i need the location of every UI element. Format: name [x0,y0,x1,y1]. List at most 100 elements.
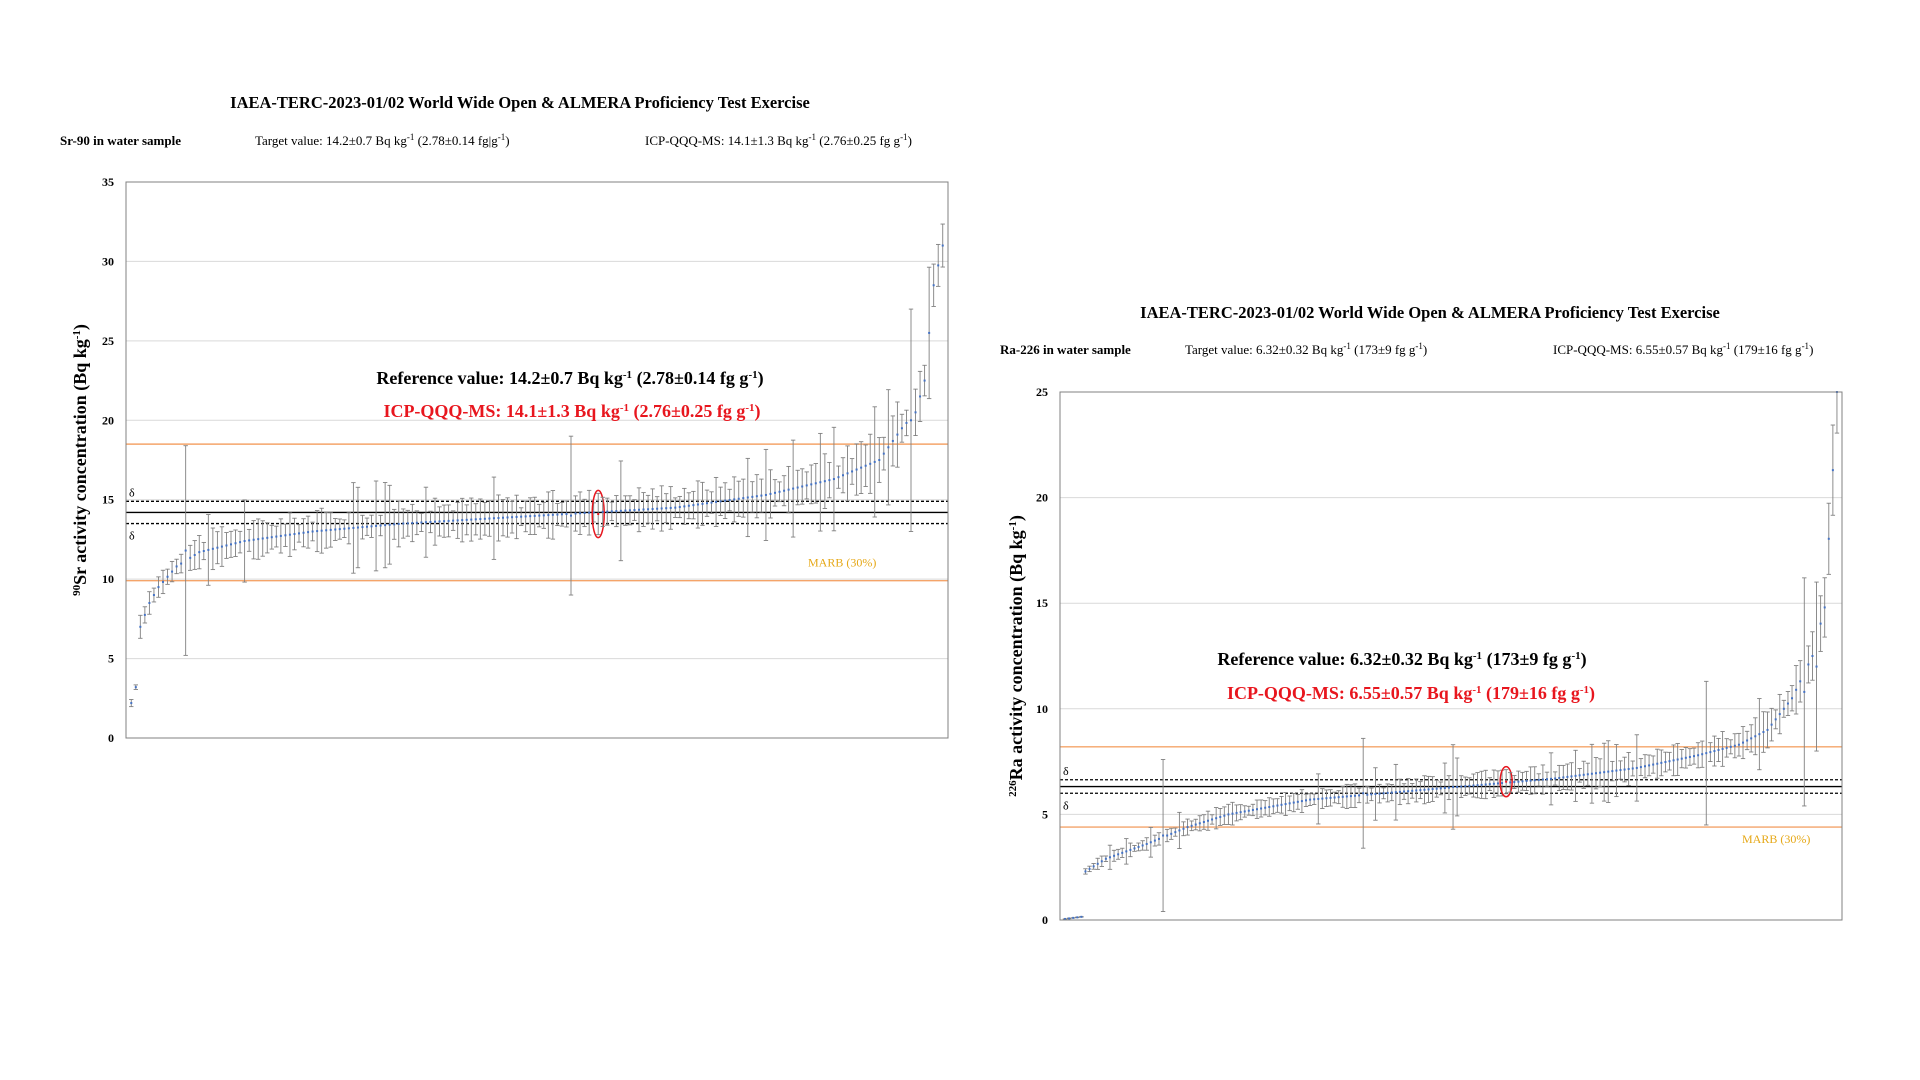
data-point [781,475,787,507]
data-point [1618,760,1623,780]
data-point [355,486,361,569]
data-point [1577,768,1582,783]
chart-title: IAEA-TERC-2023-01/02 World Wide Open & A… [230,93,810,112]
point-marker [1166,834,1169,837]
point-marker [715,500,718,503]
point-marker [1688,755,1691,758]
data-point [387,484,392,565]
data-point [1381,787,1386,800]
point-marker [1513,781,1516,784]
point-marker [1108,856,1111,859]
point-marker [1137,845,1140,848]
point-marker [483,517,486,520]
point-marker [1178,829,1181,832]
point-marker [220,545,223,548]
data-point [940,223,945,268]
point-marker [1562,776,1565,779]
data-point [1830,424,1836,516]
point-marker [1452,785,1455,788]
point-marker [361,526,364,529]
data-point [287,512,293,557]
data-point [1287,795,1292,812]
data-point [296,524,302,543]
data-point [246,528,252,552]
data-point [813,463,818,504]
point-marker [488,517,491,520]
point-marker [1815,665,1818,668]
data-point [1177,811,1182,849]
point-marker [402,522,405,525]
data-point [1095,857,1100,870]
data-point [609,501,614,522]
icp-value-label: ICP-QQQ-MS: 6.55±0.57 Bq kg-1 (179±16 fg… [1553,341,1813,357]
data-point [1761,711,1766,753]
point-marker [1827,537,1830,540]
data-point [627,495,633,526]
point-marker [524,515,527,518]
point-marker [1541,778,1544,781]
point-marker [1488,783,1491,786]
data-point [772,479,778,507]
point-marker [1492,782,1495,785]
data-point [1491,769,1497,798]
data-point [786,465,791,514]
data-point [518,507,524,526]
point-marker [533,514,536,517]
data-point [197,535,202,570]
point-marker [1607,770,1610,773]
data-point [1585,762,1591,786]
y-tick-label: 5 [108,652,114,666]
y-tick-label: 25 [1036,385,1048,399]
point-marker [1554,777,1557,780]
point-marker [1664,761,1667,764]
point-marker [325,529,328,532]
data-point [1193,818,1198,831]
data-point [1495,770,1501,797]
point-marker [180,562,183,565]
data-point [1716,737,1721,762]
data-point [1205,810,1211,831]
data-point [314,510,320,553]
point-marker [1206,819,1209,822]
data-point [1136,842,1141,852]
data-point [922,364,927,397]
point-marker [1439,787,1442,790]
point-marker [1545,778,1548,781]
point-marker [1819,622,1822,625]
data-point [1410,782,1415,799]
data-point [1536,773,1542,787]
point-marker [1778,713,1781,716]
data-point [1250,803,1256,817]
point-marker [869,462,872,465]
point-marker [1113,854,1116,857]
point-marker [1313,798,1316,801]
data-point [754,474,760,519]
point-marker [1329,796,1332,799]
point-marker [1705,752,1708,755]
point-marker [1831,469,1834,472]
point-marker [592,511,595,514]
data-point [1148,826,1154,858]
data-point [496,494,501,542]
data-point [1581,760,1586,789]
point-marker [619,509,622,512]
point-marker [1807,663,1810,666]
data-point [1275,798,1280,813]
data-point [337,518,342,540]
data-point [278,518,284,554]
point-marker [923,379,926,382]
data-point [623,495,628,526]
point-marker [660,507,663,510]
data-point [274,525,279,548]
data-point [1156,832,1162,846]
data-point [491,476,497,560]
data-point [1128,842,1133,858]
data-point [1267,797,1272,817]
point-marker [202,550,205,553]
data-point [1164,828,1170,843]
data-point [1757,698,1762,771]
data-points [1062,391,1840,920]
point-marker [1170,832,1173,835]
point-marker [1378,792,1381,795]
data-point [1401,783,1407,800]
